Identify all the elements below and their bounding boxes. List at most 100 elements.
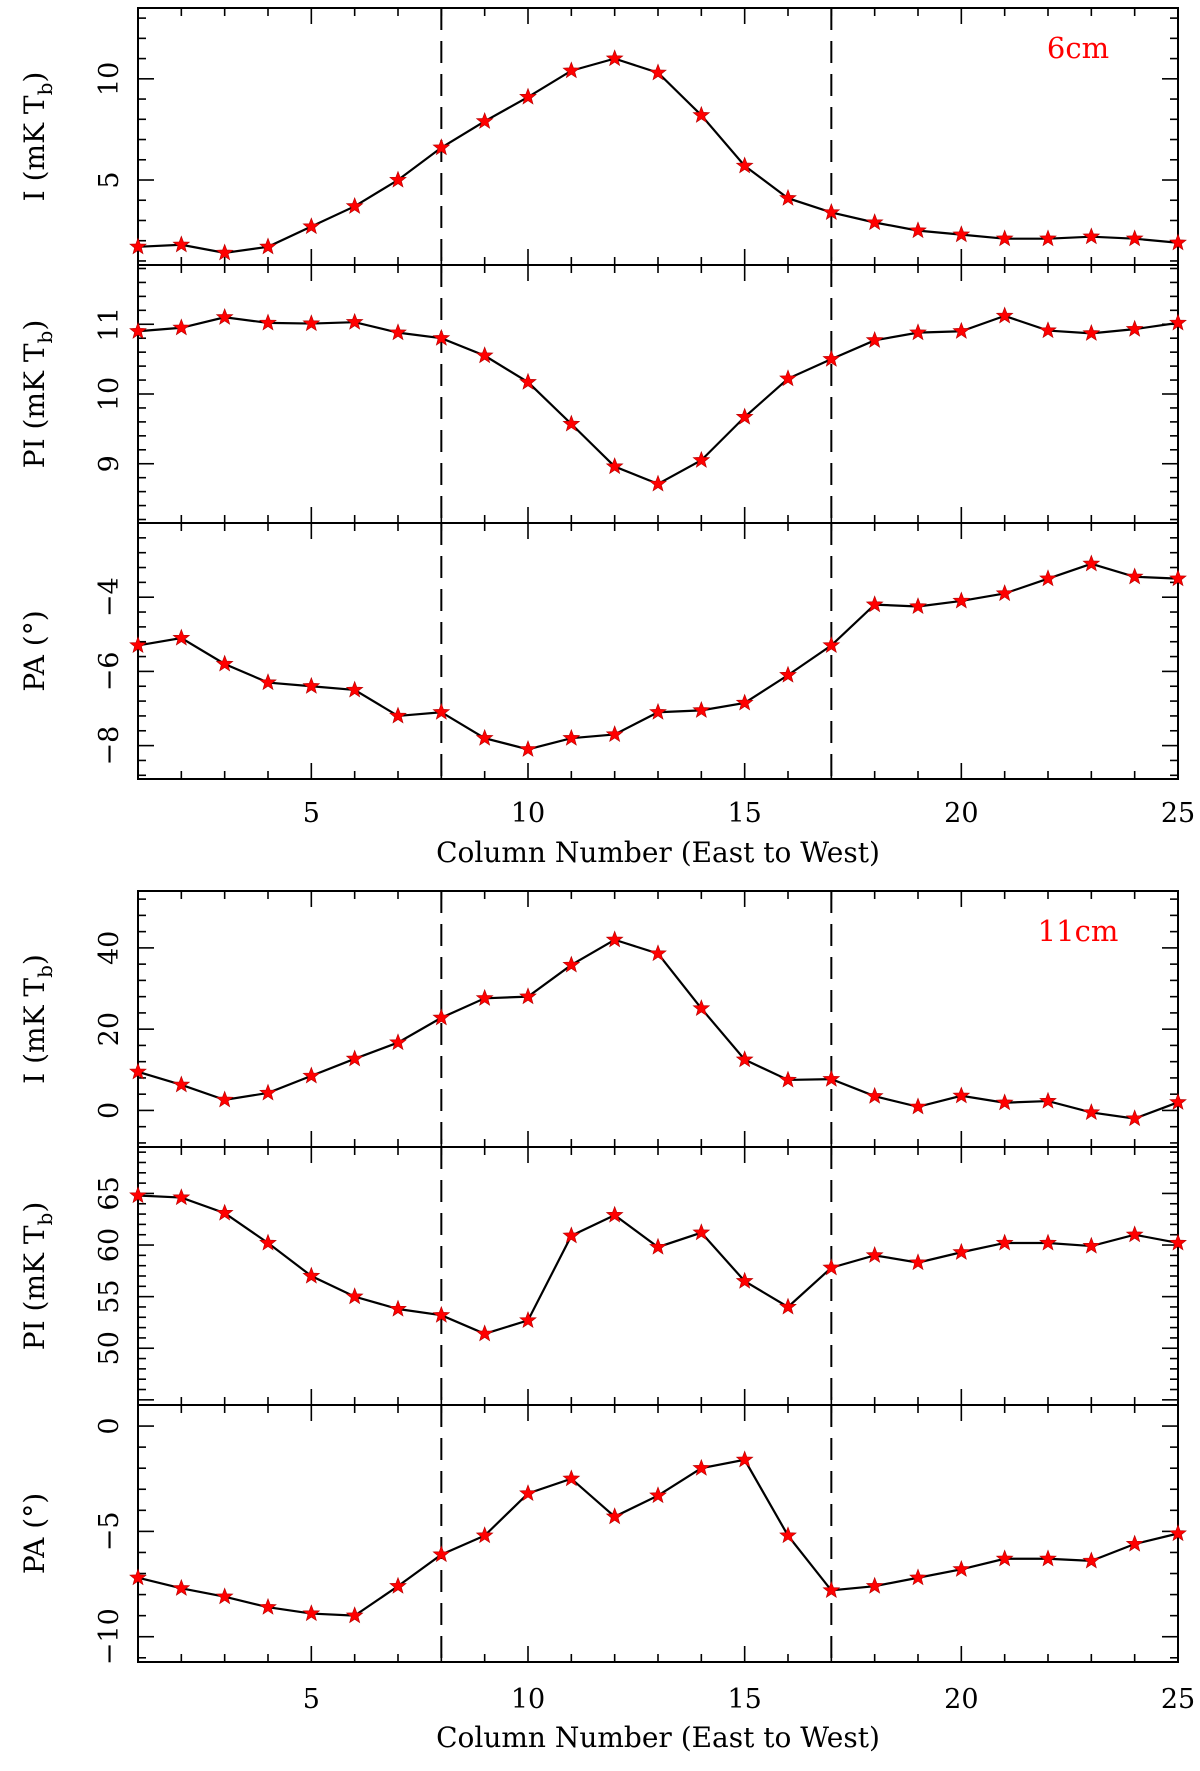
y-axis-title-main: I (mK T (18, 978, 51, 1084)
data-point (475, 346, 494, 364)
panel-frame (137, 1146, 1179, 1406)
data-point (345, 1606, 364, 1624)
data-point (302, 314, 321, 332)
data-point (735, 693, 754, 711)
data-point (952, 1559, 971, 1577)
panel-pi: 9 10 11 PI (mK Tb) (18, 264, 1187, 524)
data-point (519, 1311, 537, 1328)
data-point (389, 1576, 407, 1594)
data-point (952, 1086, 971, 1104)
data-point (259, 1233, 277, 1251)
data-point (909, 1568, 927, 1586)
y-tick-label: 0 (94, 1417, 125, 1434)
data-point (865, 330, 884, 348)
data-point (995, 1093, 1014, 1111)
panel-i: 5 10 I (mK Tb) (18, 7, 1187, 266)
data-point (1169, 1524, 1187, 1542)
y-tick-label: −10 (94, 1608, 125, 1665)
y-axis-title-sub: b (33, 1213, 57, 1226)
y-tick-label: 40 (94, 931, 125, 965)
data-point (605, 1507, 624, 1525)
data-point (909, 1097, 927, 1115)
data-point (779, 1070, 797, 1088)
x-tick-label: 15 (727, 1684, 761, 1715)
data-point (259, 237, 277, 255)
data-point (1169, 313, 1187, 331)
panel-i: 0 20 40 I (mK Tb) (18, 890, 1187, 1148)
band-label: 11cm (1038, 914, 1119, 948)
data-point (1082, 227, 1101, 245)
data-point (519, 987, 537, 1005)
data-point (865, 1576, 884, 1594)
data-point (692, 450, 711, 468)
data-point (475, 1324, 494, 1342)
x-tick-label: 5 (303, 1684, 320, 1715)
series-line (137, 1194, 1179, 1335)
data-point (172, 628, 191, 646)
data-point (519, 1484, 537, 1502)
y-axis-title-main: PI (mK T (18, 1225, 51, 1350)
data-point (432, 138, 451, 156)
data-point (1125, 1534, 1144, 1552)
band-label: 6cm (1047, 31, 1109, 65)
data-point (345, 680, 364, 698)
y-axis-title: PI (mK Tb) (18, 1202, 57, 1351)
data-point (475, 1526, 494, 1544)
data-point (1125, 1225, 1144, 1243)
data-point (129, 237, 147, 255)
data-point (605, 725, 624, 743)
data-point (1125, 567, 1144, 585)
data-point (259, 1083, 277, 1101)
data-point (952, 1242, 971, 1260)
data-point (692, 701, 711, 718)
data-point (389, 706, 407, 724)
data-point (1082, 323, 1101, 341)
y-tick-label: 55 (94, 1279, 125, 1313)
data-point (779, 1297, 797, 1315)
data-point (865, 213, 884, 231)
x-tick-label: 25 (1161, 1684, 1195, 1715)
panel-frame (137, 890, 1179, 1148)
x-tick-label: 15 (727, 798, 761, 829)
data-point (952, 321, 971, 339)
y-axis-title-main: PI (mK T (18, 343, 51, 468)
data-point (735, 1050, 754, 1068)
y-axis-title: PA (°) (18, 1493, 51, 1574)
data-point (822, 1258, 841, 1276)
data-point (952, 591, 971, 609)
x-tick-label: 25 (1161, 798, 1195, 829)
data-point (259, 673, 277, 691)
y-tick-label: 60 (94, 1228, 125, 1262)
data-point (1082, 554, 1101, 572)
x-tick-label: 20 (944, 798, 978, 829)
data-point (1039, 569, 1057, 587)
y-tick-label: 0 (94, 1102, 125, 1119)
data-point (1125, 319, 1144, 337)
data-point (1125, 229, 1144, 247)
data-point (172, 318, 191, 336)
data-point (952, 225, 971, 243)
y-tick-label: 5 (94, 171, 125, 188)
data-point (995, 584, 1014, 602)
data-point (1169, 233, 1187, 251)
data-point (692, 999, 711, 1017)
data-point (1039, 229, 1057, 247)
data-point (692, 105, 711, 123)
data-point (692, 1223, 711, 1241)
data-point (302, 676, 321, 694)
data-point (302, 1066, 321, 1084)
data-point (475, 111, 494, 129)
y-tick-label: −6 (94, 651, 125, 691)
y-axis-title: PI (mK Tb) (18, 320, 57, 469)
x-tick-label: 10 (511, 798, 545, 829)
data-point (172, 1578, 191, 1596)
data-point (1082, 1103, 1101, 1121)
data-point (995, 229, 1014, 247)
y-tick-label: −8 (94, 726, 125, 766)
data-point (432, 1008, 451, 1026)
data-point (1169, 1092, 1187, 1110)
series-line (137, 938, 1179, 1120)
data-point (389, 1033, 407, 1051)
data-point (519, 87, 537, 105)
data-point (779, 369, 797, 387)
